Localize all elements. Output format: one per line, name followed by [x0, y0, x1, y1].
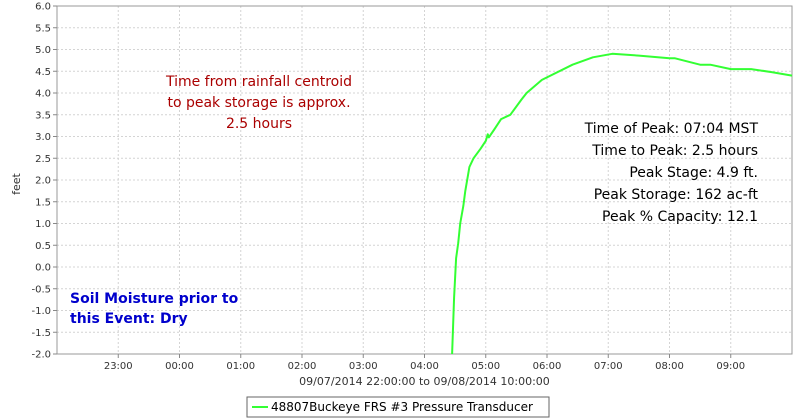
y-tick-label: 1.5	[35, 197, 51, 208]
y-tick-label: 5.0	[35, 45, 51, 56]
peak_info-annotation-line: Time of Peak: 07:04 MST	[584, 121, 759, 137]
x-tick-label: 04:00	[410, 361, 439, 372]
x-axis: 23:00 00:00 01:00 02:00 03:00 04:00 05:00 06:00…	[104, 354, 745, 372]
soil-annotation-line: Soil Moisture prior to	[70, 291, 239, 307]
y-tick-label: 1.0	[35, 219, 51, 230]
y-tick-label: 4.5	[35, 67, 51, 78]
annotations: Time from rainfall centroid to peak stora…	[70, 74, 759, 327]
y-tick-label: 0.5	[35, 241, 51, 252]
centroid-annotation-line: 2.5 hours	[226, 116, 292, 132]
legend: 48807Buckeye FRS #3 Pressure Transducer	[246, 396, 550, 418]
y-tick-label: -0.5	[31, 284, 51, 295]
peak_info-annotation-line: Time to Peak: 2.5 hours	[591, 143, 758, 159]
x-tick-label: 01:00	[226, 361, 255, 372]
y-tick-label: 3.5	[35, 110, 51, 121]
series	[451, 52, 793, 355]
series-line	[451, 52, 793, 355]
centroid-annotation-line: to peak storage is approx.	[167, 95, 350, 111]
y-tick-label: -2.0	[31, 350, 51, 361]
x-tick-label: 02:00	[288, 361, 317, 372]
x-tick-label: 06:00	[533, 361, 562, 372]
x-tick-label: 23:00	[104, 361, 133, 372]
y-axis: -2.0 -1.5 -1.0 -0.5 0.0 0.5 1.0 1.5 2.0 2.5 3.0 3.5…	[31, 2, 57, 361]
y-tick-label: -1.5	[31, 328, 51, 339]
peak_info-annotation-line: Peak Stage: 4.9 ft.	[629, 165, 758, 181]
legend-box	[246, 396, 550, 418]
y-tick-label: 6.0	[35, 2, 51, 13]
x-tick-label: 00:00	[165, 361, 194, 372]
y-tick-label: -1.0	[31, 306, 51, 317]
peak_info-annotation-line: Peak % Capacity: 12.1	[602, 209, 758, 225]
x-axis-label: 09/07/2014 22:00:00 to 09/08/2014 10:00:…	[299, 375, 550, 388]
legend-label: 48807Buckeye FRS #3 Pressure Transducer	[271, 400, 533, 414]
x-tick-label: 08:00	[655, 361, 684, 372]
x-tick-label: 03:00	[349, 361, 378, 372]
y-axis-label: feet	[10, 172, 23, 194]
centroid-annotation-line: Time from rainfall centroid	[165, 74, 352, 90]
x-tick-label: 09:00	[716, 361, 745, 372]
x-tick-label: 07:00	[594, 361, 623, 372]
y-tick-label: 2.0	[35, 176, 51, 187]
x-tick-label: 05:00	[471, 361, 500, 372]
y-tick-label: 5.5	[35, 23, 51, 34]
soil-annotation-line: this Event: Dry	[70, 311, 188, 327]
y-tick-label: 2.5	[35, 154, 51, 165]
y-tick-label: 0.0	[35, 263, 51, 274]
y-tick-label: 3.0	[35, 132, 51, 143]
y-tick-label: 4.0	[35, 89, 51, 100]
peak_info-annotation-line: Peak Storage: 162 ac-ft	[594, 187, 759, 203]
